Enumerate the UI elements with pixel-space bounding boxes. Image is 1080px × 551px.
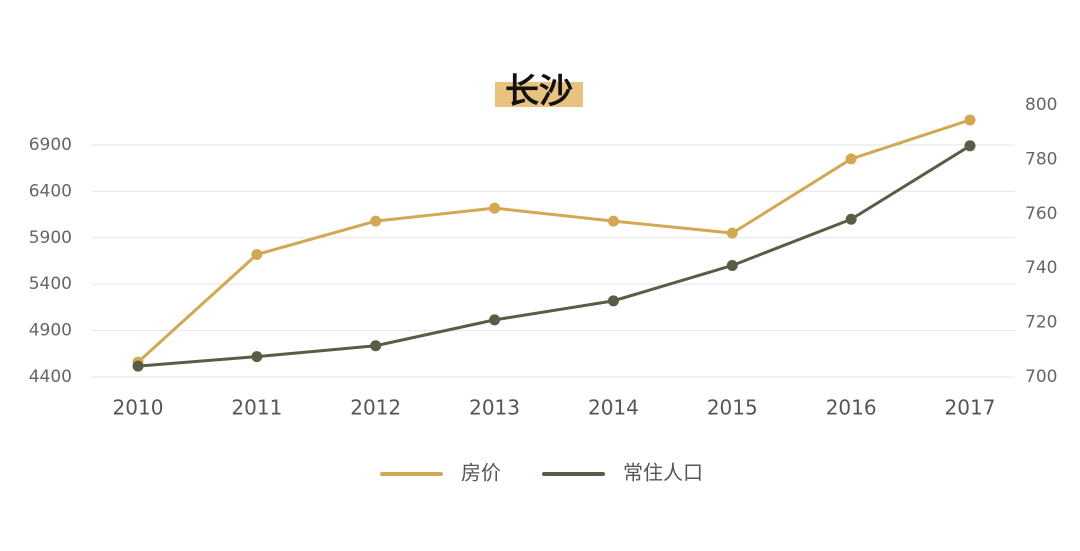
- data-point: [132, 360, 144, 372]
- chart-title-group: 长沙: [495, 72, 583, 112]
- data-point: [845, 213, 857, 225]
- left-y-tick-label: 4900: [29, 321, 72, 341]
- right-y-axis: 700 720 740 760 780 800: [1025, 95, 1057, 387]
- data-point: [845, 153, 857, 165]
- grid-lines: [92, 144, 1015, 378]
- right-y-tick-label: 780: [1025, 149, 1057, 169]
- data-point: [370, 215, 382, 227]
- data-point: [251, 351, 263, 363]
- data-point: [370, 340, 382, 352]
- right-y-tick-label: 800: [1025, 95, 1057, 115]
- x-tick-label: 2016: [826, 396, 877, 420]
- data-point: [726, 259, 738, 271]
- chart-title: 长沙: [505, 72, 573, 112]
- legend-label-resident-population: 常住人口: [623, 461, 703, 485]
- series-housing-price: [132, 114, 976, 368]
- right-y-tick-label: 720: [1025, 313, 1057, 333]
- x-tick-label: 2010: [113, 396, 164, 420]
- data-point: [607, 295, 619, 307]
- data-point: [964, 140, 976, 152]
- data-point: [964, 114, 976, 126]
- legend: 房价 常住人口: [380, 461, 703, 485]
- series-line: [136, 118, 972, 364]
- series-resident-population: [132, 140, 976, 372]
- data-point: [489, 202, 501, 214]
- left-y-tick-label: 6400: [29, 181, 72, 201]
- x-tick-label: 2014: [588, 396, 639, 420]
- left-y-tick-label: 6900: [29, 135, 72, 155]
- data-point: [251, 249, 263, 261]
- right-y-tick-label: 700: [1025, 367, 1057, 387]
- x-axis: 2010 2011 2012 2013 2014 2015 2016 2017: [113, 396, 996, 420]
- x-tick-label: 2017: [945, 396, 996, 420]
- x-tick-label: 2012: [350, 396, 401, 420]
- data-point: [726, 227, 738, 239]
- x-tick-label: 2011: [231, 396, 282, 420]
- data-point: [489, 314, 501, 326]
- left-y-tick-label: 5900: [29, 228, 72, 248]
- left-y-axis: 4400 4900 5400 5900 6400 6900: [29, 135, 72, 387]
- left-y-tick-label: 4400: [29, 367, 72, 387]
- series-line: [136, 144, 972, 368]
- right-y-tick-label: 760: [1025, 204, 1057, 224]
- title-highlight: [495, 82, 583, 107]
- x-tick-label: 2015: [707, 396, 758, 420]
- series-layer: [132, 114, 976, 372]
- legend-label-housing-price: 房价: [461, 461, 501, 485]
- left-y-tick-label: 5400: [29, 274, 72, 294]
- right-y-tick-label: 740: [1025, 258, 1057, 278]
- x-tick-label: 2013: [469, 396, 520, 420]
- data-point: [607, 215, 619, 227]
